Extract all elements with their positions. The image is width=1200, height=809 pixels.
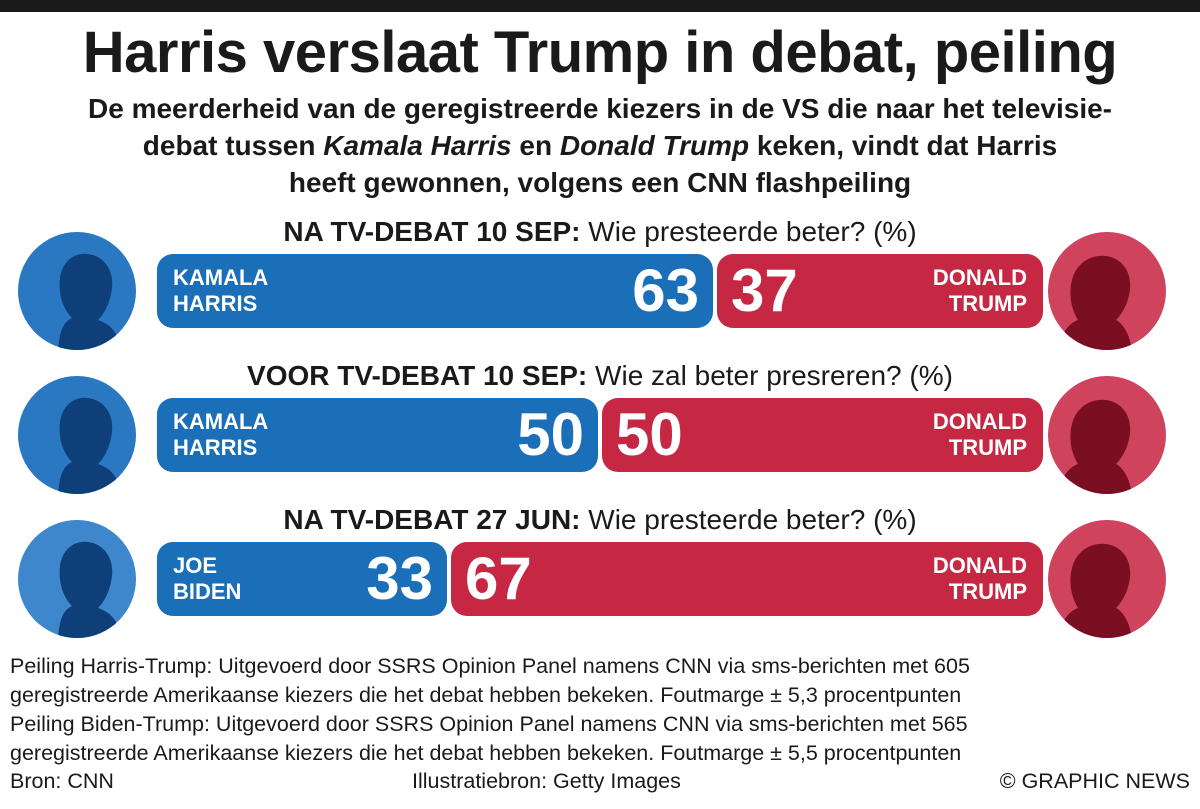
bar-segment-right: DONALD TRUMP 37 [717, 254, 1043, 328]
biden-portrait-icon [18, 520, 136, 638]
panel-question-label: VOOR TV-DEBAT 10 SEP: [247, 360, 588, 391]
trump-portrait-icon [1048, 520, 1166, 638]
top-rule [0, 0, 1200, 12]
value-label-left: 33 [366, 545, 433, 612]
credits: Bron: CNN Illustratiebron: Getty Images … [10, 766, 1190, 796]
panel-question: NA TV-DEBAT 10 SEP: Wie presteerde beter… [0, 214, 1200, 250]
candidate-label-left: KAMALA HARRIS [173, 409, 269, 460]
footnote-line: Peiling Harris-Trump: Uitgevoerd door SS… [10, 654, 970, 678]
panel-question-label: NA TV-DEBAT 27 JUN: [283, 504, 581, 535]
bar-segment-left: KAMALA HARRIS 50 [157, 398, 598, 472]
panel-question: NA TV-DEBAT 27 JUN: Wie presteerde beter… [0, 502, 1200, 538]
value-label-left: 63 [632, 257, 699, 324]
harris-portrait-icon [18, 376, 136, 494]
candidate-label-left: JOE BIDEN [173, 553, 242, 604]
source-credit: Bron: CNN [10, 769, 114, 793]
subtitle-line-3: heeft gewonnen, volgens een CNN flashpei… [288, 167, 912, 198]
subtitle-text: keken, vindt dat Harris [749, 130, 1058, 161]
value-label-left: 50 [517, 401, 584, 468]
illustration-credit: Illustratiebron: Getty Images [412, 769, 681, 793]
chart-subtitle: De meerderheid van de geregistreerde kie… [40, 90, 1160, 201]
candidate-label-left: KAMALA HARRIS [173, 265, 269, 316]
trump-portrait-icon [1048, 232, 1166, 350]
subtitle-line-1: De meerderheid van de geregistreerde kie… [88, 93, 1112, 124]
footnotes: Peiling Harris-Trump: Uitgevoerd door SS… [10, 652, 1190, 768]
footnote-line: geregistreerde Amerikaanse kiezers die h… [10, 741, 962, 765]
bar-segment-left: KAMALA HARRIS 63 [157, 254, 713, 328]
subtitle-harris-name: Kamala Harris [323, 130, 512, 161]
panel-question: VOOR TV-DEBAT 10 SEP: Wie zal beter pres… [0, 358, 1200, 394]
panel-question-text: Wie presteerde beter? (%) [580, 216, 917, 247]
harris-portrait-icon [18, 232, 136, 350]
trump-portrait-icon [1048, 376, 1166, 494]
subtitle-trump-name: Donald Trump [559, 130, 750, 161]
subtitle-text: debat tussen [142, 130, 324, 161]
bar-segment-left: JOE BIDEN 33 [157, 542, 447, 616]
panel-question-text: Wie zal beter presreren? (%) [587, 360, 953, 391]
panel-question-text: Wie presteerde beter? (%) [580, 504, 917, 535]
value-label-right: 50 [616, 401, 683, 468]
panel-question-label: NA TV-DEBAT 10 SEP: [283, 216, 581, 247]
bar-segment-right: DONALD TRUMP 67 [451, 542, 1043, 616]
candidate-label-right: DONALD TRUMP [932, 553, 1027, 604]
candidate-label-right: DONALD TRUMP [932, 409, 1027, 460]
copyright: © GRAPHIC NEWS [999, 769, 1190, 793]
value-label-right: 67 [465, 545, 532, 612]
value-label-right: 37 [731, 257, 798, 324]
subtitle-text: en [511, 130, 560, 161]
candidate-label-right: DONALD TRUMP [932, 265, 1027, 316]
chart-title: Harris verslaat Trump in debat, peiling [82, 20, 1118, 85]
bar-segment-right: DONALD TRUMP 50 [602, 398, 1043, 472]
footnote-line: geregistreerde Amerikaanse kiezers die h… [10, 683, 962, 707]
subtitle-line-2: debat tussen Kamala Harris en Donald Tru… [40, 127, 1160, 164]
footnote-line: Peiling Biden-Trump: Uitgevoerd door SSR… [10, 712, 968, 736]
